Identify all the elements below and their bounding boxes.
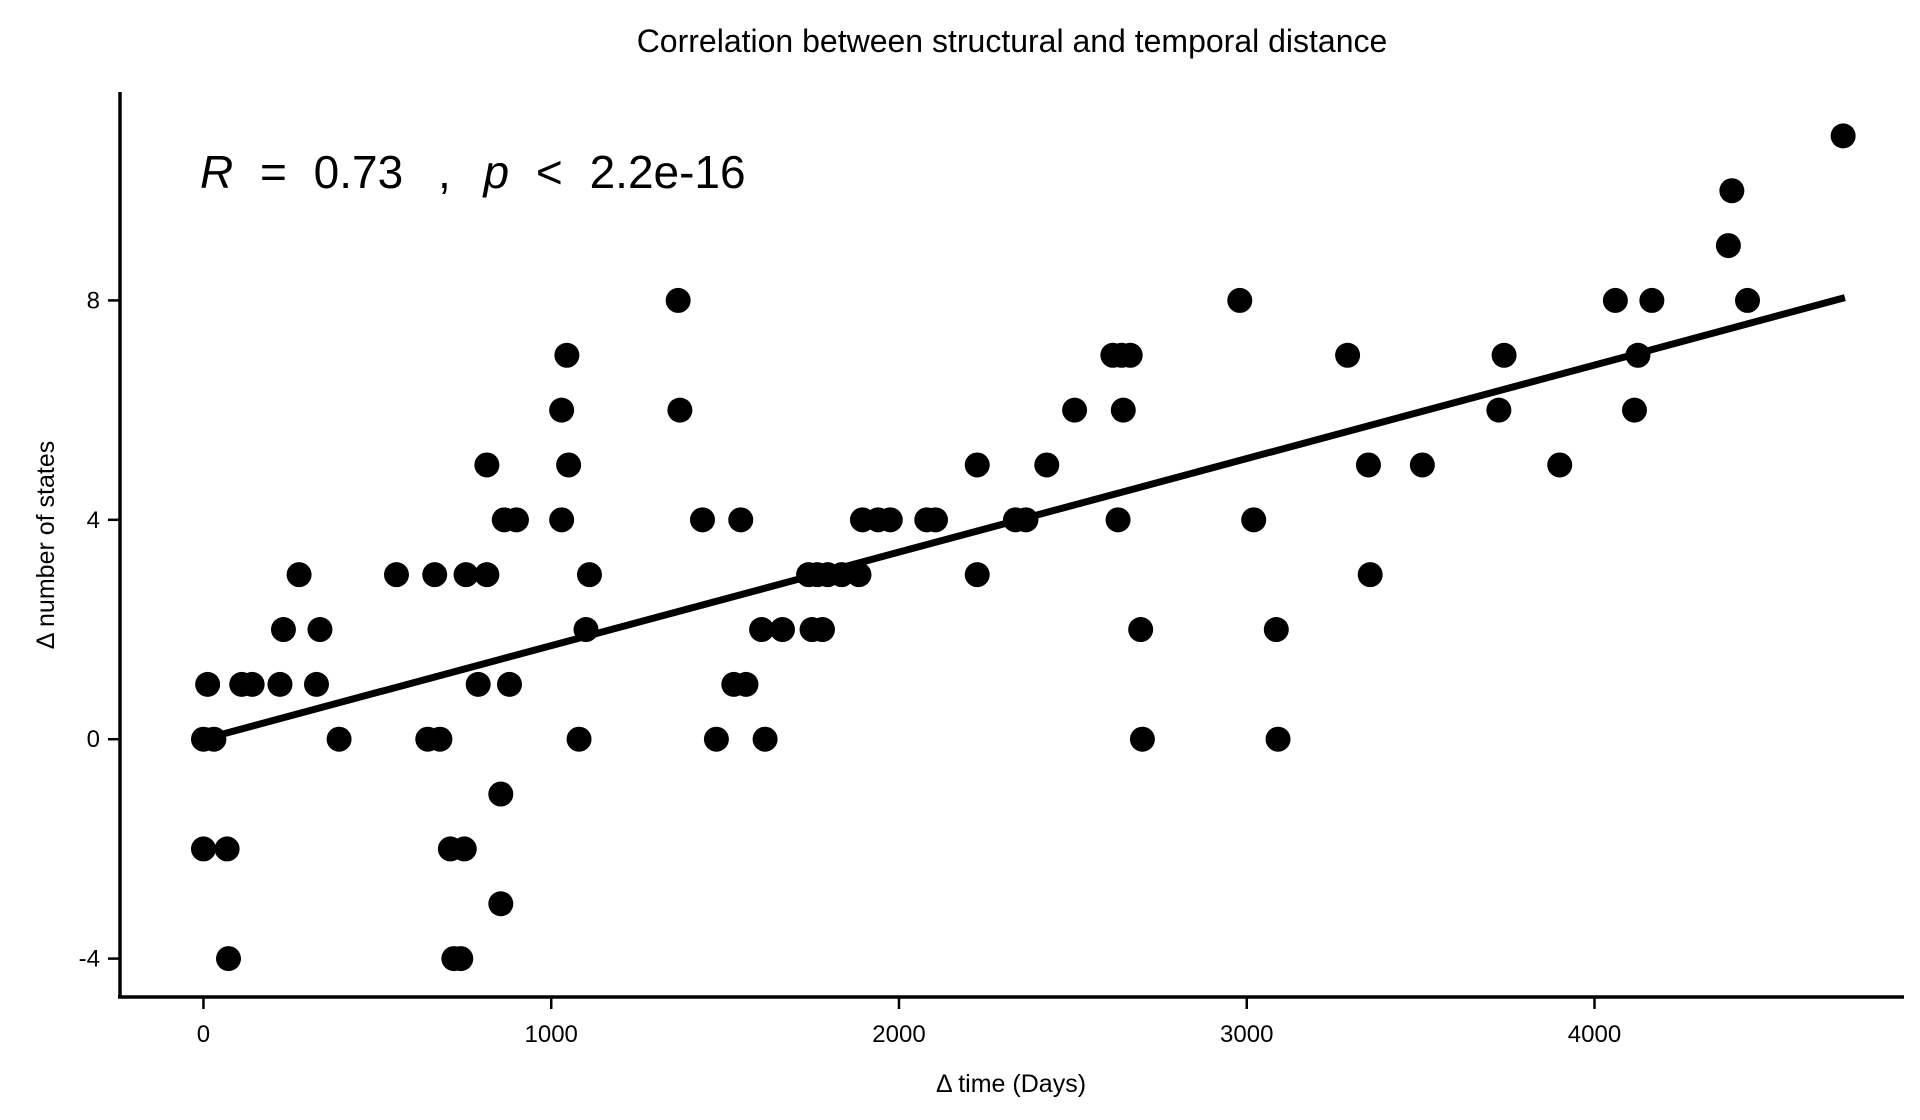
data-point xyxy=(1263,617,1289,643)
data-point xyxy=(1602,287,1628,313)
data-point xyxy=(1227,287,1253,313)
data-point xyxy=(503,507,529,533)
r-value: 0.73 xyxy=(314,146,404,198)
data-point xyxy=(1357,562,1383,588)
data-point xyxy=(453,562,479,588)
data-point xyxy=(496,671,522,697)
data-point xyxy=(1335,342,1361,368)
x-tick-label: 4000 xyxy=(1568,1021,1621,1048)
data-point xyxy=(1409,452,1435,478)
data-point xyxy=(576,562,602,588)
data-point xyxy=(1625,342,1651,368)
data-point xyxy=(201,726,227,752)
p-symbol: p xyxy=(482,146,510,198)
data-point xyxy=(573,617,599,643)
data-point xyxy=(665,287,691,313)
annotation-separator: , xyxy=(438,146,451,198)
data-point xyxy=(728,507,754,533)
data-point xyxy=(554,342,580,368)
data-point xyxy=(307,617,333,643)
data-points xyxy=(190,123,1856,972)
data-point xyxy=(465,671,491,697)
data-point xyxy=(1621,397,1647,423)
data-point xyxy=(326,726,352,752)
data-point xyxy=(448,946,474,972)
data-point xyxy=(556,452,582,478)
correlation-annotation: R = 0.73 , p < 2.2e-16 xyxy=(200,146,746,198)
data-point xyxy=(964,452,990,478)
data-point xyxy=(733,671,759,697)
y-tick-label: 8 xyxy=(87,287,100,314)
x-axis-ticks: 0 1000 2000 3000 4000 xyxy=(197,997,1621,1048)
data-point xyxy=(964,562,990,588)
x-tick-label: 3000 xyxy=(1220,1021,1273,1048)
data-point xyxy=(566,726,592,752)
data-point xyxy=(214,836,240,862)
data-point xyxy=(1639,287,1665,313)
data-point xyxy=(1062,397,1088,423)
p-operator: < xyxy=(536,146,563,198)
data-point xyxy=(195,671,221,697)
data-point xyxy=(474,562,500,588)
data-point xyxy=(1547,452,1573,478)
data-point xyxy=(451,836,477,862)
data-point xyxy=(1491,342,1517,368)
data-point xyxy=(1013,507,1039,533)
data-point xyxy=(877,507,903,533)
data-point xyxy=(703,726,729,752)
data-point xyxy=(270,617,296,643)
data-point xyxy=(1034,452,1060,478)
data-point xyxy=(1110,397,1136,423)
data-point xyxy=(190,836,216,862)
x-tick-label: 1000 xyxy=(525,1021,578,1048)
data-point xyxy=(1265,726,1291,752)
data-point xyxy=(1830,123,1856,149)
data-point xyxy=(286,562,312,588)
p-value: 2.2e-16 xyxy=(590,146,746,198)
data-point xyxy=(549,397,575,423)
r-operator: = xyxy=(260,146,287,198)
data-point xyxy=(1715,233,1741,259)
data-point xyxy=(809,617,835,643)
data-point xyxy=(689,507,715,533)
r-symbol: R xyxy=(200,146,233,198)
data-point xyxy=(303,671,329,697)
y-tick-label: 0 xyxy=(87,726,100,753)
data-point xyxy=(427,726,453,752)
y-axis-ticks: -4 0 4 8 xyxy=(79,287,120,973)
data-point xyxy=(1241,507,1267,533)
data-point xyxy=(922,507,948,533)
y-tick-label: -4 xyxy=(79,946,100,973)
data-point xyxy=(1105,507,1131,533)
chart-title: Correlation between structural and tempo… xyxy=(637,23,1388,59)
data-point xyxy=(1719,178,1745,204)
data-point xyxy=(1355,452,1381,478)
data-point xyxy=(1735,287,1761,313)
data-point xyxy=(267,671,293,697)
data-point xyxy=(752,726,778,752)
data-point xyxy=(667,397,693,423)
data-point xyxy=(1117,342,1143,368)
data-point xyxy=(383,562,409,588)
data-point xyxy=(829,562,855,588)
y-axis-label: Δ number of states xyxy=(32,441,60,649)
data-point xyxy=(488,781,514,807)
data-point xyxy=(846,562,872,588)
x-axis-label: Δ time (Days) xyxy=(936,1070,1086,1098)
y-tick-label: 4 xyxy=(87,507,100,534)
data-point xyxy=(488,891,514,917)
data-point xyxy=(1129,726,1155,752)
data-point xyxy=(422,562,448,588)
data-point xyxy=(749,617,775,643)
data-point xyxy=(239,671,265,697)
data-point xyxy=(474,452,500,478)
x-tick-label: 0 xyxy=(197,1021,210,1048)
x-tick-label: 2000 xyxy=(872,1021,925,1048)
data-point xyxy=(1486,397,1512,423)
data-point xyxy=(216,946,242,972)
data-point xyxy=(769,617,795,643)
data-point xyxy=(1128,617,1154,643)
data-point xyxy=(549,507,575,533)
